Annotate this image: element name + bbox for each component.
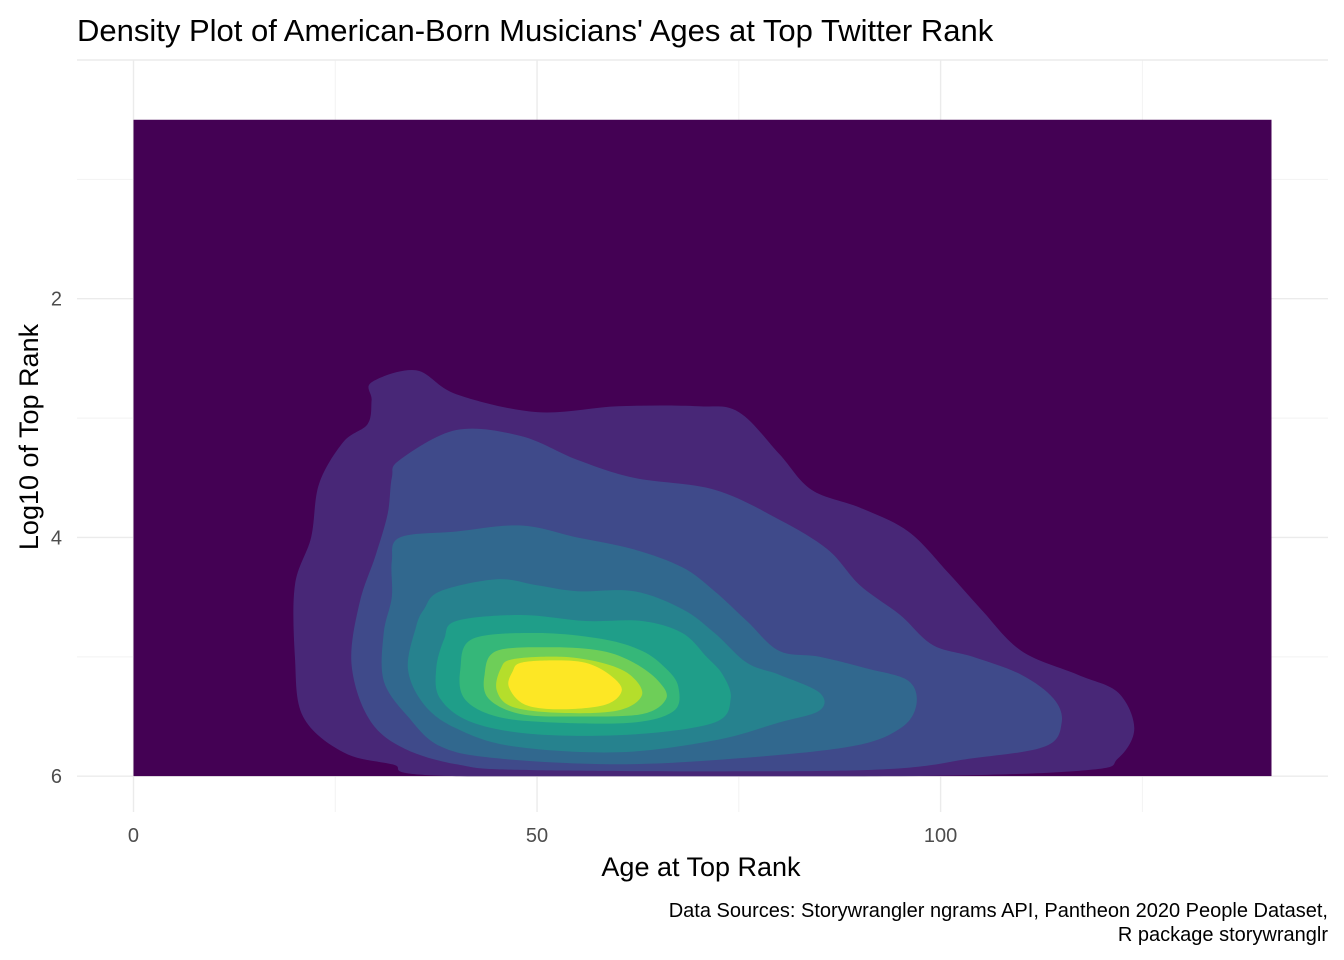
x-tick-label: 0 — [128, 825, 139, 847]
density-level-9 — [508, 660, 622, 710]
y-tick-label: 2 — [51, 289, 62, 311]
caption-line-1: Data Sources: Storywrangler ngrams API, … — [669, 900, 1328, 922]
chart-title: Density Plot of American-Born Musicians'… — [77, 13, 994, 48]
density-contours — [133, 119, 1272, 777]
x-tick-label: 50 — [526, 825, 548, 847]
x-axis-title: Age at Top Rank — [601, 852, 801, 882]
y-tick-label: 6 — [51, 766, 62, 788]
y-tick-label: 4 — [51, 527, 62, 549]
y-axis-tick-labels: 2 4 6 — [51, 289, 62, 788]
x-tick-label: 100 — [924, 825, 957, 847]
caption-line-2: R package storywranglr — [1118, 924, 1328, 946]
y-axis-title: Log10 of Top Rank — [14, 323, 44, 550]
x-axis-tick-labels: 0 50 100 — [128, 825, 957, 847]
